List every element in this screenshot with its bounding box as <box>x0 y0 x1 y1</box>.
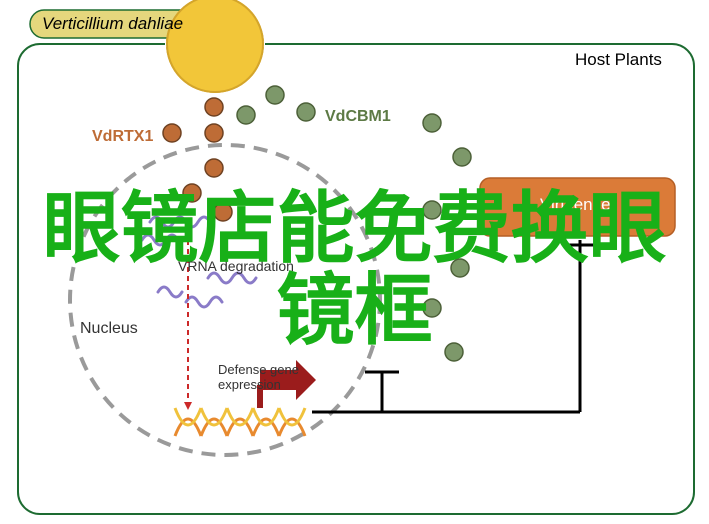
red-dashed-arrow-head <box>184 402 192 410</box>
vdcbm1-label: VdCBM1 <box>325 108 391 126</box>
defense-label-line2: expression <box>218 377 299 392</box>
vdrtx1-label: VdRTX1 <box>92 128 153 146</box>
pathogen-label: Verticillium dahliae <box>42 14 183 34</box>
dna-helix <box>175 408 305 436</box>
defense-label: Defense gene expression <box>218 362 299 392</box>
overlay-text: 眼镜店能免费换眼 镜框 <box>0 188 709 352</box>
overlay-line2: 镜框 <box>0 270 709 352</box>
overlay-line1: 眼镜店能免费换眼 <box>0 188 709 270</box>
host-label: Host Plants <box>575 50 662 70</box>
defense-label-line1: Defense gene <box>218 362 299 377</box>
